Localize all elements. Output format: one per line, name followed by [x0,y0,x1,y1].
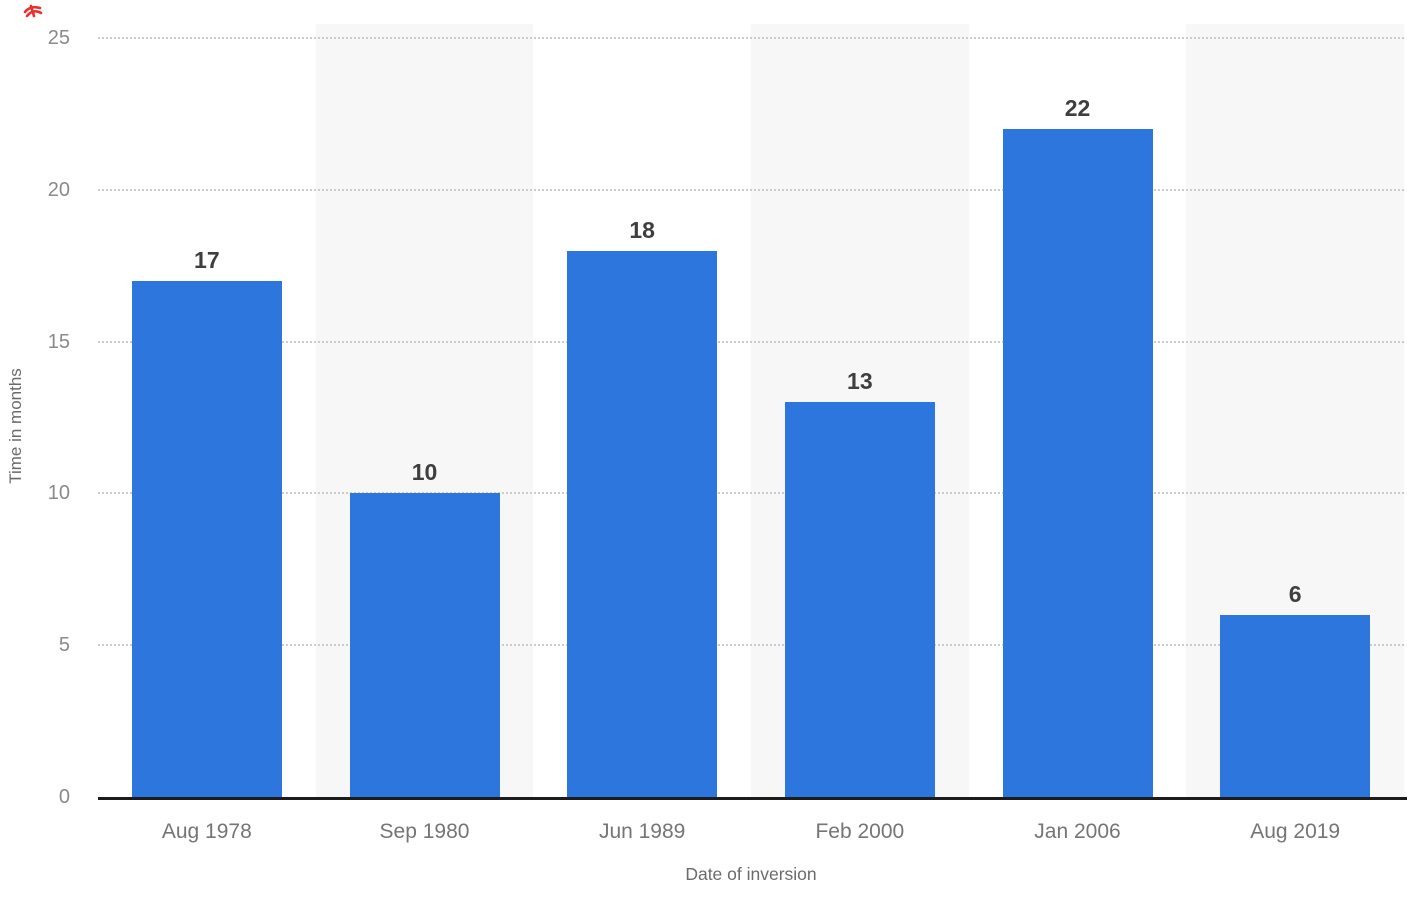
y-axis-title: Time in months [6,368,25,484]
grid-line-25 [98,37,1404,39]
y-tick-label-5: 5 [58,634,70,657]
x-tick-label-jun-1989: Jun 1989 [598,820,686,843]
x-tick-label-aug-2019: Aug 2019 [1250,820,1341,843]
bar-value-label-sep-1980: 10 [411,459,438,486]
grid-line-20 [98,188,1404,191]
y-tick-label-20: 20 [47,178,70,201]
bar-value-label-feb-2000: 13 [847,368,873,395]
bar-value-label-jan-2006: 22 [1064,95,1091,122]
y-tick-label-0: 0 [58,786,70,808]
y-tick-label-10: 10 [47,482,70,505]
x-axis-title: Date of inversion [685,864,817,884]
bar-feb-2000[interactable] [784,402,935,797]
bar-jan-2006[interactable] [1002,129,1153,797]
red-annotation-mark-icon [23,4,43,18]
x-tick-label-aug-1978: Aug 1978 [161,820,252,843]
grid-line-5 [98,644,1404,647]
y-tick-label-25: 25 [47,27,70,49]
bar-value-label-aug-2019: 6 [1288,580,1302,607]
x-axis-line [98,797,1407,800]
x-tick-label-jan-2006: Jan 2006 [1034,820,1121,843]
bar-aug-2019[interactable] [1220,614,1371,797]
bar-aug-1978[interactable] [131,280,282,797]
grid-line-15 [98,340,1404,343]
bar-value-label-aug-1978: 17 [194,246,220,273]
bar-sep-1980[interactable] [349,493,500,797]
y-tick-label-15: 15 [47,330,70,353]
bar-jun-1989[interactable] [567,250,718,797]
x-tick-label-sep-1980: Sep 1980 [379,820,470,843]
grid-line-10 [98,492,1404,495]
red-scribble-strokes [23,4,43,18]
bar-value-label-jun-1989: 18 [629,216,655,243]
x-tick-label-feb-2000: Feb 2000 [815,820,905,843]
